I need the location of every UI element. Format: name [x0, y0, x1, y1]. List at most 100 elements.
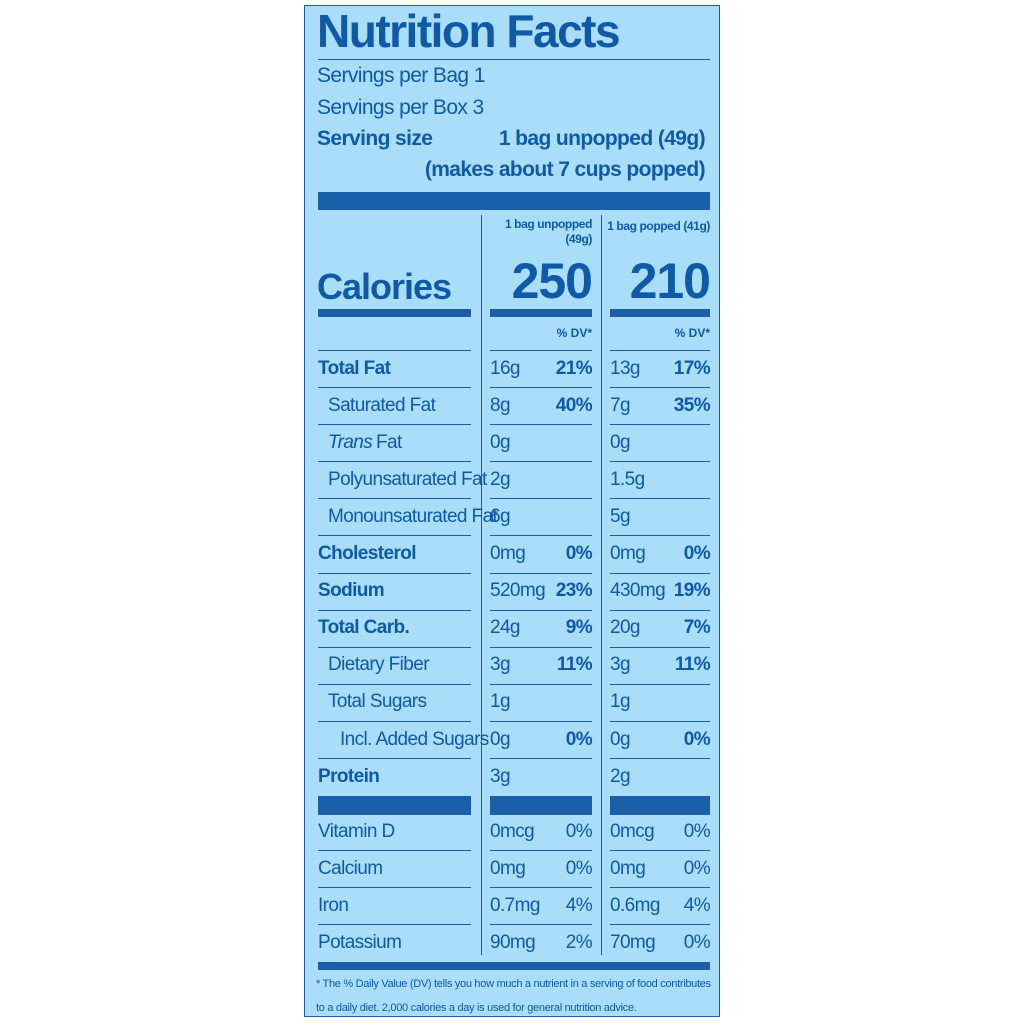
- calories-label: Calories: [317, 266, 452, 308]
- daily-value: 7%: [683, 617, 711, 639]
- rule: [490, 309, 592, 317]
- amount: 0g: [490, 431, 511, 453]
- amount: 0.7mg: [490, 894, 540, 916]
- rule: [610, 796, 710, 815]
- serving-size-label: Serving size: [317, 127, 433, 151]
- daily-value: 35%: [673, 394, 711, 416]
- rule: [481, 215, 482, 955]
- nutrient-name: Total Carb.: [318, 617, 410, 639]
- rule: [490, 887, 592, 888]
- rule: [318, 962, 710, 970]
- amount: 24g: [490, 617, 521, 639]
- vitamin-name: Calcium: [318, 857, 383, 879]
- nutrient-name: Cholesterol: [318, 543, 417, 565]
- amount: 8g: [490, 394, 511, 416]
- amount: 1g: [490, 691, 511, 713]
- daily-value: 0%: [683, 728, 711, 750]
- rule: [610, 647, 710, 648]
- daily-value: 11%: [556, 654, 593, 676]
- column-header: 1 bag popped (41g): [607, 219, 710, 233]
- amount: 0.6mg: [610, 894, 660, 916]
- rule: [610, 350, 710, 351]
- amount: 13g: [610, 357, 641, 379]
- amount: 2g: [610, 765, 631, 787]
- servings: Servings per Box 3: [317, 96, 484, 120]
- rule: [318, 684, 471, 685]
- rule: [610, 498, 710, 499]
- rule: [610, 758, 710, 759]
- daily-value: 17%: [673, 357, 711, 379]
- daily-value: 19%: [673, 580, 711, 602]
- daily-value: 0%: [683, 857, 711, 879]
- rule: [610, 850, 710, 851]
- nutrient-name: Total Fat: [318, 357, 391, 379]
- rule: [318, 721, 471, 722]
- serving-size-value: 1 bag unpopped (49g): [498, 127, 706, 151]
- amount: 0mg: [490, 543, 526, 565]
- amount: 430mg: [610, 580, 666, 602]
- rule: [318, 424, 471, 425]
- amount: 0g: [610, 431, 631, 453]
- rule: [610, 535, 710, 536]
- daily-value: 0%: [683, 932, 711, 954]
- daily-value: 0%: [565, 543, 593, 565]
- daily-value: 0%: [565, 857, 593, 879]
- rule: [490, 850, 592, 851]
- rule: [610, 424, 710, 425]
- rule: [490, 796, 592, 815]
- rule: [318, 758, 471, 759]
- amount: 70mg: [610, 932, 656, 954]
- nutrient-name: Polyunsaturated Fat: [328, 468, 487, 490]
- rule: [318, 573, 471, 574]
- calories-value: 210: [629, 252, 711, 309]
- daily-value: 0%: [683, 543, 711, 565]
- amount: 2g: [490, 468, 511, 490]
- amount: 20g: [610, 617, 641, 639]
- rule: [318, 461, 471, 462]
- rule: [490, 684, 592, 685]
- daily-value: 40%: [555, 394, 593, 416]
- daily-value: 4%: [565, 894, 593, 916]
- daily-value: 4%: [683, 894, 711, 916]
- amount: 7g: [610, 394, 631, 416]
- footnote: * The % Daily Value (DV) tells you how m…: [316, 978, 711, 1014]
- amount: 90mg: [490, 932, 536, 954]
- rule: [318, 850, 471, 851]
- rule: [318, 796, 471, 815]
- dv-header: % DV*: [674, 326, 710, 341]
- amount: 0mg: [490, 857, 526, 879]
- rule: [318, 647, 471, 648]
- rule: [610, 887, 710, 888]
- rule: [610, 684, 710, 685]
- amount: 0mg: [610, 857, 646, 879]
- rule: [318, 610, 471, 611]
- rule: [318, 924, 471, 925]
- amount: 3g: [610, 654, 631, 676]
- rule: [490, 758, 592, 759]
- rule: [318, 59, 710, 60]
- vitamin-name: Iron: [318, 894, 349, 916]
- amount: 16g: [490, 357, 521, 379]
- nutrient-name: Sodium: [318, 580, 385, 602]
- vitamin-name: Vitamin D: [318, 820, 395, 842]
- daily-value: 23%: [555, 580, 593, 602]
- amount: 3g: [490, 654, 511, 676]
- rule: [490, 721, 592, 722]
- amount: 520mg: [490, 580, 546, 602]
- rule: [490, 424, 592, 425]
- rule: [490, 461, 592, 462]
- rule: [490, 387, 592, 388]
- daily-value: 11%: [674, 654, 711, 676]
- servings: Servings per Bag 1: [317, 64, 485, 88]
- nutrition-panel: [304, 5, 720, 1017]
- nutrient-name: Fat: [376, 431, 402, 453]
- daily-value: 0%: [683, 820, 711, 842]
- rule: [610, 924, 710, 925]
- rule: [610, 309, 710, 317]
- nutrient-name: Saturated Fat: [328, 394, 436, 416]
- daily-value: 9%: [565, 617, 593, 639]
- amount: 5g: [610, 505, 631, 527]
- amount: 3g: [490, 765, 511, 787]
- amount: 0g: [610, 728, 631, 750]
